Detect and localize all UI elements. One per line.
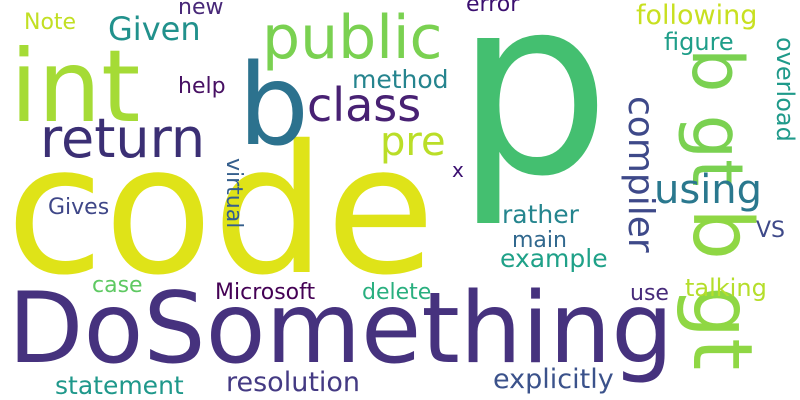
word-int: int bbox=[10, 28, 141, 145]
word-bgt-upper: b gt bbox=[676, 48, 758, 187]
word-x: x bbox=[452, 158, 464, 182]
word-class: class bbox=[307, 78, 422, 132]
word-following: following bbox=[636, 0, 758, 31]
word-use: use bbox=[630, 281, 669, 306]
word-error: error bbox=[466, 0, 520, 17]
word-help: help bbox=[178, 74, 226, 99]
word-virtual: virtual bbox=[221, 158, 246, 229]
word-overload: overload bbox=[771, 37, 799, 142]
word-figure: figure bbox=[664, 28, 734, 56]
word-case: case bbox=[92, 273, 143, 298]
word-return: return bbox=[40, 107, 206, 170]
word-example: example bbox=[500, 244, 608, 273]
word-microsoft: Microsoft bbox=[215, 280, 316, 305]
word-delete: delete bbox=[362, 280, 432, 305]
word-method: method bbox=[352, 65, 449, 94]
word-new: new bbox=[178, 0, 224, 20]
word-talking: talking bbox=[685, 274, 767, 302]
word-given: Given bbox=[108, 10, 201, 48]
word-main: main bbox=[512, 228, 567, 253]
word-public: public bbox=[262, 3, 443, 73]
word-b: b bbox=[238, 41, 310, 171]
word-pre: pre bbox=[380, 119, 446, 165]
word-gives: Gives bbox=[48, 195, 110, 220]
word-code: code bbox=[6, 107, 436, 314]
word-resolution: resolution bbox=[226, 367, 361, 398]
word-using: using bbox=[654, 167, 763, 213]
word-p: p bbox=[455, 0, 611, 230]
word-compiler: compiler bbox=[620, 96, 661, 253]
word-explicitly: explicitly bbox=[493, 364, 614, 395]
word-statement: statement bbox=[55, 371, 184, 400]
word-dosomething: DoSomething bbox=[8, 272, 674, 386]
word-note: Note bbox=[24, 10, 77, 35]
word-vs: VS bbox=[756, 218, 786, 243]
word-bgt-lower: b gt bbox=[674, 208, 769, 371]
word-rather: rather bbox=[502, 200, 579, 229]
